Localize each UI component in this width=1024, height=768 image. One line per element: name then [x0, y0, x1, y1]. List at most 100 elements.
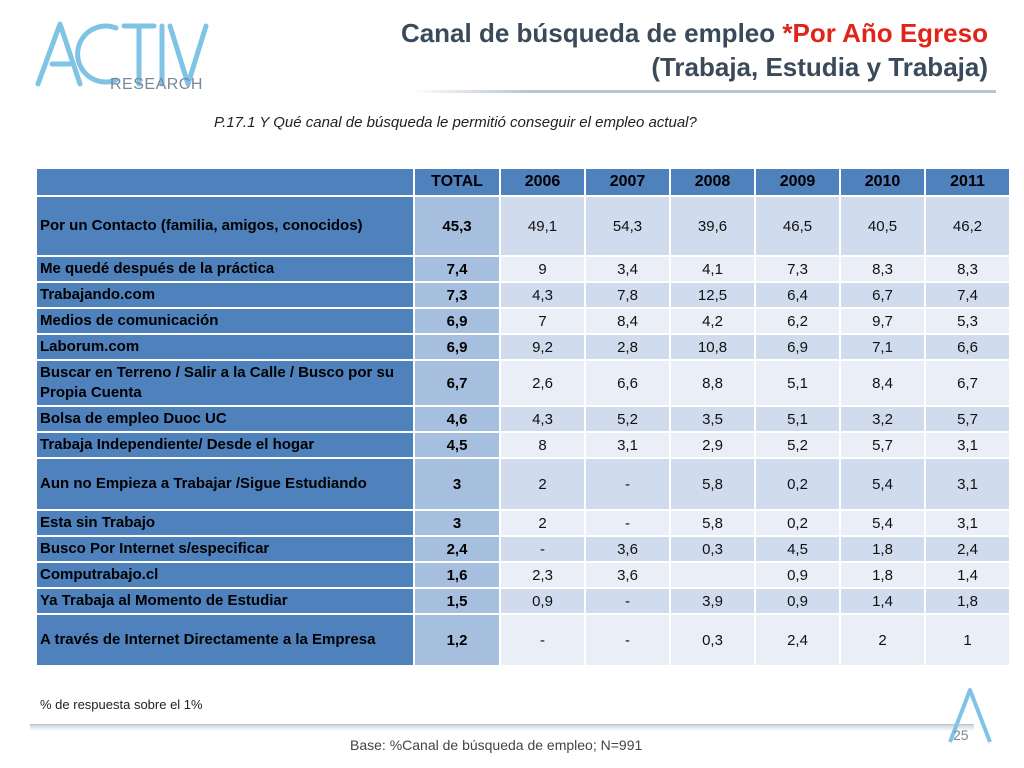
table-row: Busco Por Internet s/especificar 2,4-3,6 0… — [35, 535, 1011, 563]
value-cell: 3,1 — [924, 457, 1011, 511]
value-cell: - — [584, 457, 671, 511]
header-corner — [35, 167, 415, 197]
value-cell: 2,4 — [754, 613, 841, 667]
row-label: Ya Trabaja al Momento de Estudiar — [35, 587, 415, 615]
value-cell: 2,3 — [499, 561, 586, 589]
value-cell: 6,9 — [754, 333, 841, 361]
value-cell: 5,7 — [839, 431, 926, 459]
table-header-row: TOTAL 2006 2007 2008 2009 2010 2011 — [35, 167, 1011, 197]
value-cell: 0,9 — [499, 587, 586, 615]
column-header: TOTAL — [413, 167, 501, 197]
value-cell: 40,5 — [839, 195, 926, 257]
results-table: TOTAL 2006 2007 2008 2009 2010 2011 Por un Con… — [35, 167, 1011, 667]
value-cell: 2,4 — [924, 535, 1011, 563]
page-number: 25 — [953, 727, 969, 743]
total-cell: 6,9 — [413, 307, 501, 335]
table-row: Por un Contacto (familia, amigos, conoci… — [35, 195, 1011, 257]
total-cell: 7,4 — [413, 255, 501, 283]
logo-a1-shape — [35, 21, 83, 87]
value-cell: 3,4 — [584, 255, 671, 283]
survey-question: P.17.1 Y Qué canal de búsqueda le permit… — [214, 114, 697, 131]
table-row: Medios de comunicación 6,9 7 8,4 4,2 6,2 9,7 5,… — [35, 307, 1011, 335]
footer-divider — [30, 724, 974, 731]
column-header: 2010 — [839, 167, 926, 197]
total-cell: 2,4 — [413, 535, 501, 563]
value-cell: 0,3 — [669, 613, 756, 667]
value-cell: 1,8 — [839, 535, 926, 563]
table-row: A través de Internet Directamente a la E… — [35, 613, 1011, 667]
value-cell: - — [584, 613, 671, 667]
total-cell: 6,9 — [413, 333, 501, 361]
value-cell: 7,4 — [924, 281, 1011, 309]
total-cell: 1,2 — [413, 613, 501, 667]
value-cell: 3,6 — [584, 561, 671, 589]
value-cell: 0,9 — [754, 561, 841, 589]
value-cell: 6,4 — [754, 281, 841, 309]
value-cell: 3,1 — [924, 509, 1011, 537]
row-label: Esta sin Trabajo — [35, 509, 415, 537]
row-label: Por un Contacto (familia, amigos, conoci… — [35, 195, 415, 257]
value-cell: 6,6 — [924, 333, 1011, 361]
value-cell: 9 — [499, 255, 586, 283]
value-cell: 5,3 — [924, 307, 1011, 335]
value-cell: - — [499, 535, 586, 563]
row-label: Buscar en Terreno / Salir a la Calle / B… — [35, 359, 415, 407]
total-cell: 45,3 — [413, 195, 501, 257]
table-row: Trabajando.com 7,3 4,3 7,8 12,5 6,4 6,7 7,4 — [35, 281, 1011, 309]
value-cell: 6,7 — [924, 359, 1011, 407]
value-cell: 5,8 — [669, 509, 756, 537]
value-cell: 9,2 — [499, 333, 586, 361]
value-cell: 8,4 — [839, 359, 926, 407]
value-cell: 3,5 — [669, 405, 756, 433]
value-cell: 4,3 — [499, 405, 586, 433]
value-cell: 5,2 — [754, 431, 841, 459]
value-cell: 6,6 — [584, 359, 671, 407]
title-line2: (Trabaja, Estudia y Trabaja) — [651, 52, 988, 82]
value-cell: 1 — [924, 613, 1011, 667]
value-cell: 7,1 — [839, 333, 926, 361]
value-cell: 2 — [499, 457, 586, 511]
value-cell: 6,7 — [839, 281, 926, 309]
value-cell: 46,2 — [924, 195, 1011, 257]
row-label: Laborum.com — [35, 333, 415, 361]
column-header: 2006 — [499, 167, 586, 197]
total-cell: 1,6 — [413, 561, 501, 589]
value-cell: 5,1 — [754, 405, 841, 433]
value-cell: 7 — [499, 307, 586, 335]
value-cell: 0,2 — [754, 509, 841, 537]
value-cell: 7,3 — [754, 255, 841, 283]
value-cell: 4,1 — [669, 255, 756, 283]
value-cell: 2,8 — [584, 333, 671, 361]
value-cell: 1,4 — [839, 587, 926, 615]
value-cell: 0,2 — [754, 457, 841, 511]
value-cell: 5,4 — [839, 509, 926, 537]
value-cell: 1,8 — [924, 587, 1011, 615]
value-cell: 8,3 — [839, 255, 926, 283]
title-line1: Canal de búsqueda de empleo — [400, 18, 783, 48]
total-cell: 1,5 — [413, 587, 501, 615]
table-row: Ya Trabaja al Momento de Estudiar 1,5 0,9-… — [35, 587, 1011, 615]
value-cell: 54,3 — [584, 195, 671, 257]
value-cell — [669, 561, 756, 589]
total-cell: 6,7 — [413, 359, 501, 407]
value-cell: 2 — [499, 509, 586, 537]
value-cell: 4,2 — [669, 307, 756, 335]
value-cell: 1,4 — [924, 561, 1011, 589]
row-label: Me quedé después de la práctica — [35, 255, 415, 283]
table-row: Aun no Empieza a Trabajar /Sigue Estudia… — [35, 457, 1011, 511]
total-cell: 4,5 — [413, 431, 501, 459]
value-cell: - — [584, 587, 671, 615]
logo-research-text: RESEARCH — [110, 76, 203, 93]
column-header: 2008 — [669, 167, 756, 197]
row-label: Trabaja Independiente/ Desde el hogar — [35, 431, 415, 459]
row-label: A través de Internet Directamente a la E… — [35, 613, 415, 667]
value-cell: 3,1 — [584, 431, 671, 459]
table-row: Laborum.com 6,9 9,2 2,8 10,8 6,9 7,1 6,6 — [35, 333, 1011, 361]
value-cell: 49,1 — [499, 195, 586, 257]
value-cell: 39,6 — [669, 195, 756, 257]
logo-c-shape — [75, 23, 119, 85]
page-title: Canal de búsqueda de empleo *Por Año Egr… — [401, 16, 988, 84]
value-cell: 8,3 — [924, 255, 1011, 283]
row-label: Bolsa de empleo Duoc UC — [35, 405, 415, 433]
value-cell: 3,2 — [839, 405, 926, 433]
